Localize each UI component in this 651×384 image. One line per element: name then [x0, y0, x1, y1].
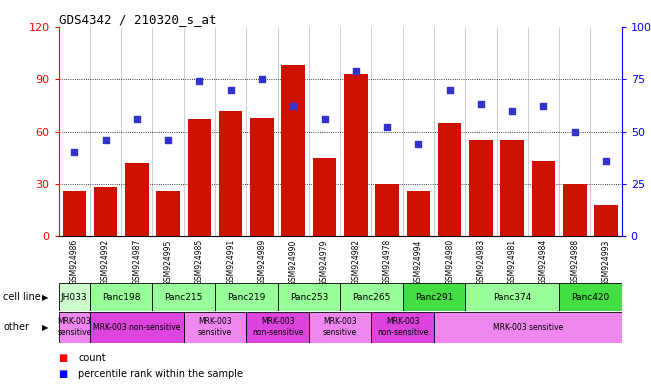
- Text: GSM924992: GSM924992: [101, 239, 110, 285]
- Text: GSM924983: GSM924983: [477, 239, 486, 285]
- Text: GDS4342 / 210320_s_at: GDS4342 / 210320_s_at: [59, 13, 216, 26]
- Text: GSM924986: GSM924986: [70, 239, 79, 285]
- Bar: [340, 283, 403, 311]
- Bar: [372, 312, 434, 343]
- Bar: [281, 65, 305, 236]
- Bar: [465, 283, 559, 311]
- Bar: [376, 184, 399, 236]
- Text: GSM924987: GSM924987: [132, 239, 141, 285]
- Text: JH033: JH033: [61, 293, 87, 301]
- Point: [69, 149, 79, 156]
- Bar: [215, 283, 277, 311]
- Text: Panc291: Panc291: [415, 293, 453, 301]
- Bar: [184, 312, 246, 343]
- Point: [288, 103, 298, 109]
- Bar: [187, 119, 211, 236]
- Point: [476, 101, 486, 108]
- Text: count: count: [78, 353, 105, 363]
- Bar: [407, 191, 430, 236]
- Bar: [156, 191, 180, 236]
- Point: [507, 108, 518, 114]
- Bar: [559, 283, 622, 311]
- Bar: [277, 283, 340, 311]
- Text: GSM924991: GSM924991: [226, 239, 235, 285]
- Text: GSM924988: GSM924988: [570, 239, 579, 285]
- Text: Panc265: Panc265: [352, 293, 391, 301]
- Point: [382, 124, 393, 131]
- Text: Panc253: Panc253: [290, 293, 328, 301]
- Text: GSM924989: GSM924989: [257, 239, 266, 285]
- Point: [351, 68, 361, 74]
- Bar: [594, 205, 618, 236]
- Bar: [219, 111, 242, 236]
- Bar: [563, 184, 587, 236]
- Text: MRK-003
non-sensitive: MRK-003 non-sensitive: [377, 318, 428, 337]
- Text: GSM924984: GSM924984: [539, 239, 548, 285]
- Text: percentile rank within the sample: percentile rank within the sample: [78, 369, 243, 379]
- Bar: [90, 283, 152, 311]
- Point: [319, 116, 329, 122]
- Point: [100, 137, 111, 143]
- Bar: [312, 158, 336, 236]
- Text: Panc374: Panc374: [493, 293, 531, 301]
- Bar: [246, 312, 309, 343]
- Text: GSM924994: GSM924994: [414, 239, 423, 286]
- Point: [163, 137, 173, 143]
- Bar: [94, 187, 117, 236]
- Text: MRK-003 non-sensitive: MRK-003 non-sensitive: [93, 323, 180, 332]
- Text: cell line: cell line: [3, 292, 41, 302]
- Bar: [501, 140, 524, 236]
- Bar: [59, 283, 90, 311]
- Bar: [434, 312, 622, 343]
- Text: GSM924993: GSM924993: [602, 239, 611, 286]
- Text: GSM924995: GSM924995: [163, 239, 173, 286]
- Text: GSM924978: GSM924978: [383, 239, 391, 285]
- Bar: [125, 163, 148, 236]
- Text: GSM924981: GSM924981: [508, 239, 517, 285]
- Text: ▶: ▶: [42, 323, 49, 332]
- Text: MRK-003
sensitive: MRK-003 sensitive: [198, 318, 232, 337]
- Bar: [250, 118, 273, 236]
- Text: MRK-003
sensitive: MRK-003 sensitive: [57, 318, 91, 337]
- Bar: [59, 312, 90, 343]
- Bar: [152, 283, 215, 311]
- Text: GSM924990: GSM924990: [289, 239, 298, 286]
- Point: [570, 128, 580, 135]
- Text: other: other: [3, 322, 29, 332]
- Point: [538, 103, 549, 109]
- Bar: [403, 283, 465, 311]
- Text: MRK-003
non-sensitive: MRK-003 non-sensitive: [252, 318, 303, 337]
- Text: MRK-003 sensitive: MRK-003 sensitive: [493, 323, 563, 332]
- Text: GSM924979: GSM924979: [320, 239, 329, 286]
- Text: GSM924982: GSM924982: [352, 239, 360, 285]
- Point: [445, 87, 455, 93]
- Bar: [532, 161, 555, 236]
- Bar: [90, 312, 184, 343]
- Text: ■: ■: [59, 369, 68, 379]
- Text: GSM924985: GSM924985: [195, 239, 204, 285]
- Bar: [344, 74, 368, 236]
- Point: [132, 116, 142, 122]
- Point: [225, 87, 236, 93]
- Bar: [309, 312, 372, 343]
- Text: Panc420: Panc420: [572, 293, 609, 301]
- Bar: [438, 123, 462, 236]
- Text: Panc198: Panc198: [102, 293, 141, 301]
- Text: MRK-003
sensitive: MRK-003 sensitive: [323, 318, 357, 337]
- Point: [194, 78, 204, 84]
- Text: Panc219: Panc219: [227, 293, 266, 301]
- Bar: [62, 191, 86, 236]
- Point: [601, 158, 611, 164]
- Text: Panc215: Panc215: [165, 293, 203, 301]
- Bar: [469, 140, 493, 236]
- Text: ▶: ▶: [42, 293, 49, 301]
- Text: GSM924980: GSM924980: [445, 239, 454, 285]
- Point: [413, 141, 424, 147]
- Point: [256, 76, 267, 82]
- Text: ■: ■: [59, 353, 68, 363]
